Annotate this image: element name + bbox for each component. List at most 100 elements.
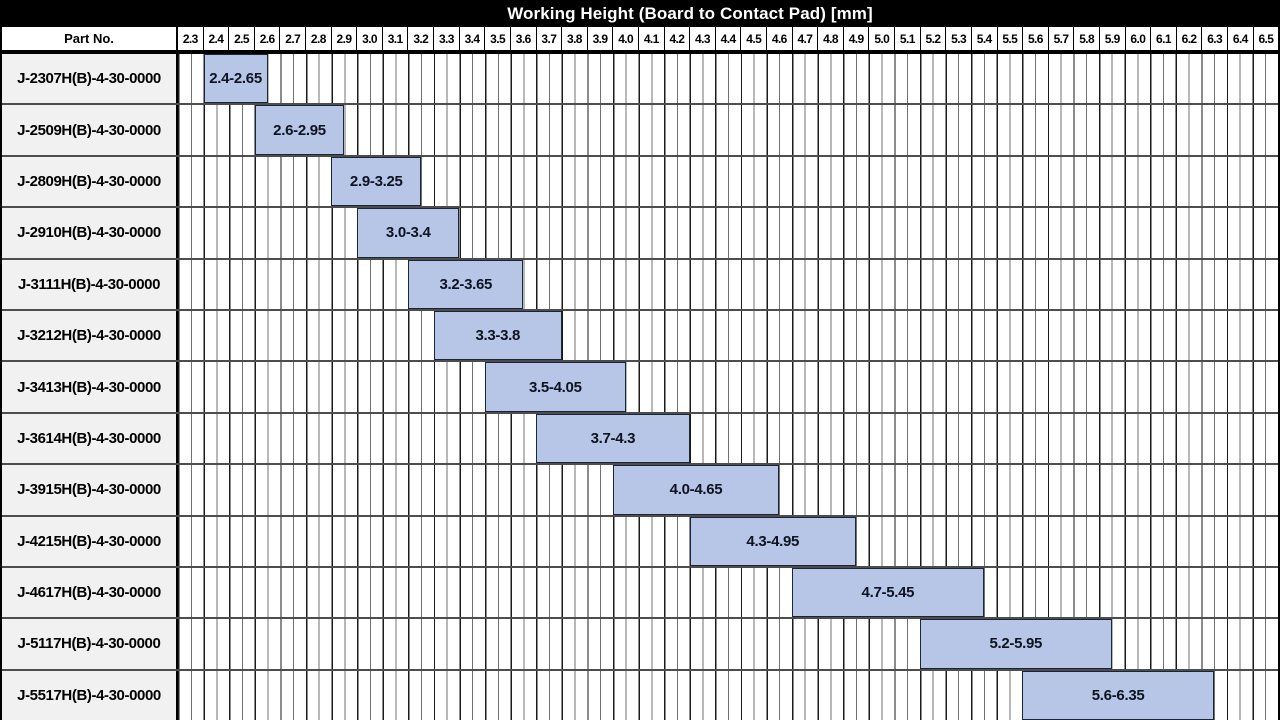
table-row: J-2307H(B)-4-30-0000 2.4-2.65 xyxy=(2,52,1278,104)
range-bar: 2.4-2.65 xyxy=(203,54,268,104)
axis-tick-label: 6.1 xyxy=(1150,27,1176,50)
part-no-cell: J-3212H(B)-4-30-0000 xyxy=(2,310,178,361)
axis-tick-label: 5.4 xyxy=(970,27,997,50)
range-bar: 5.6-6.35 xyxy=(1022,670,1215,720)
part-no-cell: J-5117H(B)-4-30-0000 xyxy=(2,619,178,669)
axis-tick-label: 5.0 xyxy=(868,27,894,50)
table-row: J-5517H(B)-4-30-0000 5.6-6.35 xyxy=(2,668,1278,720)
axis-tick-label: 4.6 xyxy=(766,27,792,50)
row-track: 2.4-2.65 xyxy=(178,54,1278,104)
axis-tick-label: 4.0 xyxy=(612,27,638,50)
axis-tick-label: 2.3 xyxy=(182,31,198,46)
part-no-cell: J-3614H(B)-4-30-0000 xyxy=(2,413,178,464)
axis-tick-label: 3.5 xyxy=(484,27,510,50)
axis-tick-label: 4.8 xyxy=(817,27,843,50)
axis-tick-label: 6.3 xyxy=(1201,27,1227,50)
axis-tick-label: 6.5 xyxy=(1252,27,1278,50)
axis-tick-label: 4.7 xyxy=(791,27,818,50)
range-bar: 5.2-5.95 xyxy=(919,619,1112,669)
row-track: 4.7-5.45 xyxy=(178,567,1278,618)
part-no-cell: J-4215H(B)-4-30-0000 xyxy=(2,516,178,566)
row-track: 3.7-4.3 xyxy=(178,413,1278,464)
axis-tick-label: 5.2 xyxy=(919,27,946,50)
axis-tick-label: 4.3 xyxy=(689,27,715,50)
row-track: 3.5-4.05 xyxy=(178,362,1278,412)
table-row: J-3614H(B)-4-30-0000 3.7-4.3 xyxy=(2,411,1278,464)
axis-tick-label: 3.9 xyxy=(586,27,613,50)
row-track: 2.9-3.25 xyxy=(178,156,1278,207)
axis-tick-label: 4.2 xyxy=(663,27,690,50)
part-no-cell: J-4617H(B)-4-30-0000 xyxy=(2,567,178,618)
range-bar: 3.7-4.3 xyxy=(536,413,690,464)
part-no-cell: J-3413H(B)-4-30-0000 xyxy=(2,362,178,412)
axis-tick-label: 4.4 xyxy=(714,27,741,50)
table-row: J-2509H(B)-4-30-0000 2.6-2.95 xyxy=(2,103,1278,155)
part-no-cell: J-2509H(B)-4-30-0000 xyxy=(2,105,178,155)
axis-tick-label: 2.6 xyxy=(253,27,280,50)
row-track: 3.3-3.8 xyxy=(178,310,1278,361)
axis-tick-label: 3.6 xyxy=(509,27,536,50)
axis-tick-label: 2.9 xyxy=(330,27,357,50)
part-no-cell: J-3915H(B)-4-30-0000 xyxy=(2,465,178,515)
axis-tick-label: 2.4 xyxy=(202,27,229,50)
table-row: J-2910H(B)-4-30-0000 3.0-3.4 xyxy=(2,206,1278,258)
axis-tick-label: 3.7 xyxy=(535,27,562,50)
axis-tick-label: 2.8 xyxy=(305,27,331,50)
chart-title-bar: Working Height (Board to Contact Pad) [m… xyxy=(2,0,1278,27)
axis-tick-label: 3.2 xyxy=(407,27,433,50)
axis-tick-label: 4.5 xyxy=(740,27,766,50)
axis-tick-label: 4.9 xyxy=(842,27,869,50)
row-track: 5.2-5.95 xyxy=(178,619,1278,669)
range-bar: 2.9-3.25 xyxy=(331,156,422,207)
axis-tick-row: 2.3 2.4 2.5 2.6 2.7 2.8 2.9 3.0 3.1 3.2 3.3 3.4 3.5 3… xyxy=(178,27,1278,50)
axis-tick-label: 5.6 xyxy=(1022,27,1048,50)
chart-body: J-2307H(B)-4-30-0000 2.4-2.65 J-2509H(B)-4… xyxy=(2,52,1278,720)
part-no-cell: J-2809H(B)-4-30-0000 xyxy=(2,156,178,207)
axis-tick-label: 3.0 xyxy=(356,27,382,50)
axis-tick-label: 2.5 xyxy=(228,27,254,50)
axis-tick-label: 5.7 xyxy=(1047,27,1074,50)
part-no-cell: J-3111H(B)-4-30-0000 xyxy=(2,259,178,309)
axis-tick-label: 6.2 xyxy=(1175,27,1202,50)
axis-tick-label: 3.8 xyxy=(561,27,587,50)
header-row: Part No. 2.3 2.4 2.5 2.6 2.7 2.8 2.9 3.0 3.1 3.2 3… xyxy=(2,27,1278,52)
table-row: J-5117H(B)-4-30-0000 5.2-5.95 xyxy=(2,617,1278,669)
table-row: J-3212H(B)-4-30-0000 3.3-3.8 xyxy=(2,308,1278,361)
range-bar: 2.6-2.95 xyxy=(254,105,345,155)
axis-tick-label: 5.8 xyxy=(1073,27,1099,50)
range-bar: 4.3-4.95 xyxy=(689,516,856,566)
axis-tick-label: 5.5 xyxy=(996,27,1023,50)
table-row: J-4215H(B)-4-30-0000 4.3-4.95 xyxy=(2,514,1278,566)
row-track: 4.3-4.95 xyxy=(178,516,1278,566)
table-row: J-4617H(B)-4-30-0000 4.7-5.45 xyxy=(2,565,1278,618)
range-bar: 4.7-5.45 xyxy=(791,567,984,618)
table-row: J-3915H(B)-4-30-0000 4.0-4.65 xyxy=(2,463,1278,515)
range-bar: 3.5-4.05 xyxy=(484,362,626,412)
axis-tick-label: 5.1 xyxy=(894,27,920,50)
range-bar: 4.0-4.65 xyxy=(612,465,780,515)
part-no-cell: J-2307H(B)-4-30-0000 xyxy=(2,54,178,104)
axis-tick-label: 5.9 xyxy=(1098,27,1125,50)
axis-tick-label: 3.4 xyxy=(458,27,485,50)
range-bar: 3.0-3.4 xyxy=(357,208,460,258)
row-track: 3.2-3.65 xyxy=(178,259,1278,309)
axis-tick-label: 5.3 xyxy=(945,27,971,50)
range-bar: 3.3-3.8 xyxy=(433,310,562,361)
part-no-header: Part No. xyxy=(2,27,178,50)
axis-tick-label: 6.4 xyxy=(1226,27,1253,50)
part-no-cell: J-2910H(B)-4-30-0000 xyxy=(2,208,178,258)
row-track: 3.0-3.4 xyxy=(178,208,1278,258)
table-row: J-3111H(B)-4-30-0000 3.2-3.65 xyxy=(2,257,1278,309)
row-track: 4.0-4.65 xyxy=(178,465,1278,515)
part-no-cell: J-5517H(B)-4-30-0000 xyxy=(2,670,178,720)
range-bar: 3.2-3.65 xyxy=(408,259,524,309)
chart-title: Working Height (Board to Contact Pad) [m… xyxy=(507,3,873,23)
table-row: J-3413H(B)-4-30-0000 3.5-4.05 xyxy=(2,360,1278,412)
axis-tick-label: 6.0 xyxy=(1124,27,1151,50)
axis-tick-label: 2.7 xyxy=(279,27,305,50)
axis-tick-label: 4.1 xyxy=(637,27,664,50)
row-track: 2.6-2.95 xyxy=(178,105,1278,155)
row-track: 5.6-6.35 xyxy=(178,670,1278,720)
table-row: J-2809H(B)-4-30-0000 2.9-3.25 xyxy=(2,154,1278,207)
